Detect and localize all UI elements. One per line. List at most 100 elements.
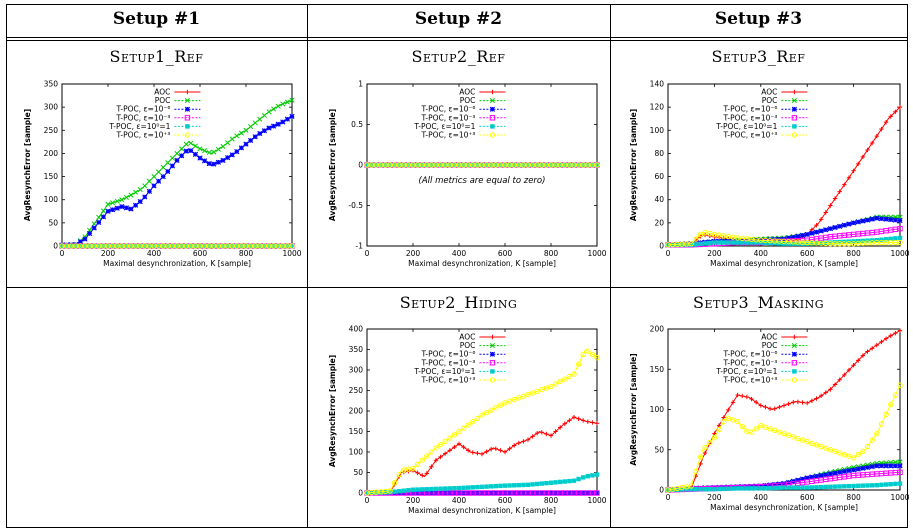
series-point (846, 468, 852, 474)
series-point (744, 240, 750, 245)
series-point (753, 426, 759, 432)
series-point (688, 240, 694, 247)
series-point (201, 158, 208, 164)
legend-marker (489, 106, 496, 112)
series-point (105, 201, 111, 207)
series-point (758, 483, 764, 489)
series-point (800, 241, 805, 246)
series-point (786, 235, 792, 241)
series-point (266, 125, 272, 131)
panel-title-setup1-ref: Setup1_Ref (109, 47, 204, 66)
series-point (837, 469, 843, 475)
series-point (772, 481, 778, 488)
series-point (828, 484, 833, 489)
series-point (397, 488, 402, 494)
series-point (730, 486, 736, 491)
series-point (837, 223, 843, 229)
series-point (892, 217, 898, 223)
series-point (846, 483, 852, 489)
series-point (874, 215, 880, 221)
series-point (693, 236, 699, 242)
y-tick-label: 300 (44, 103, 59, 112)
series-point (215, 159, 222, 165)
y-tick-label: 100 (650, 405, 665, 414)
series-point (828, 240, 833, 245)
series-point (585, 348, 591, 354)
series-point (155, 178, 162, 184)
series-point (846, 175, 852, 180)
series-point (151, 174, 157, 180)
series-point (879, 126, 884, 132)
series-point (289, 97, 295, 103)
series-point (799, 437, 806, 443)
legend-label: T-POC, ε=10⁻⁶ (421, 105, 476, 114)
series-point (512, 443, 517, 448)
series-point (842, 372, 847, 378)
series-point (594, 421, 600, 426)
series-point (712, 486, 717, 492)
series-point (878, 463, 885, 469)
series-point (452, 486, 457, 491)
series-point (790, 434, 796, 440)
series-point (804, 439, 810, 445)
series-point (562, 421, 567, 426)
series-point (809, 474, 815, 480)
series-s3mask-4 (665, 481, 903, 493)
y-tick-label: 40 (654, 195, 664, 204)
y-tick-label: 100 (44, 195, 59, 204)
x-tick-label: 400 (452, 496, 467, 505)
legend-label: POC (460, 96, 476, 105)
series-point (707, 486, 712, 492)
series-point (897, 235, 903, 241)
series-point (702, 444, 708, 451)
chart-s2hid: 0 200 400 600 800 1000 0 50 100 150 200 250 300 350 40… (328, 325, 607, 516)
series-point (698, 486, 703, 492)
y-tick-label: 0 (659, 242, 664, 251)
series-point (874, 430, 880, 437)
series-point (869, 437, 875, 443)
series-point (410, 465, 416, 472)
x-tick-label: 800 (239, 249, 254, 258)
x-tick-label: 1000 (282, 249, 301, 258)
series-point (874, 482, 879, 488)
series-point (530, 482, 535, 487)
series-point (109, 207, 116, 213)
series-point (878, 421, 885, 427)
series-point (169, 155, 175, 161)
legend-marker (791, 132, 798, 138)
series-point (456, 428, 462, 435)
series-point (77, 239, 84, 245)
x-axis-label: Maximal desynchronization, K [sample] (103, 259, 251, 268)
legend-label: POC (762, 341, 778, 350)
series-point (506, 398, 513, 404)
series-point (548, 480, 554, 485)
series-point (100, 214, 107, 220)
series-point (429, 464, 434, 469)
series-point (484, 484, 489, 489)
series-point (850, 455, 857, 461)
series-point (892, 463, 898, 469)
series-line (667, 385, 901, 491)
series-point (456, 441, 462, 446)
series-point (716, 486, 722, 492)
series-point (827, 471, 834, 477)
series-line (667, 330, 901, 491)
series-s3ref-0 (665, 104, 903, 248)
panel-title-setup2-hiding: Setup2_Hiding (399, 293, 518, 312)
series-point (252, 120, 258, 126)
series-point (776, 481, 782, 487)
series-point (767, 406, 773, 411)
series-point (562, 376, 568, 382)
series-point (809, 398, 815, 404)
series-point (832, 484, 838, 489)
series-point (864, 443, 871, 450)
series-point (142, 194, 148, 200)
panel-title-setup3-masking: Setup3_Masking (692, 293, 825, 312)
y-tick-label: 0.5 (351, 120, 363, 129)
legend-marker (490, 124, 495, 129)
series-point (720, 418, 727, 425)
series-point (420, 473, 425, 478)
series-point (837, 239, 842, 245)
